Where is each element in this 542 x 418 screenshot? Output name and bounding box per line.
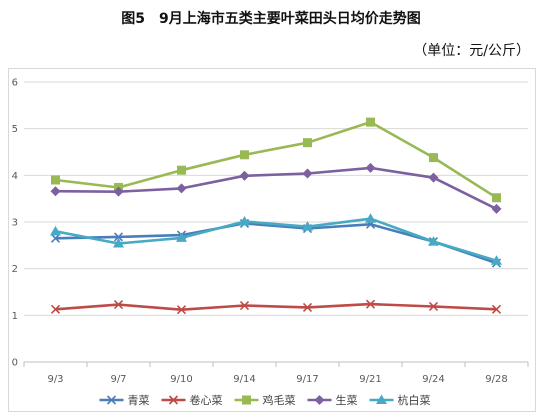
data-point <box>113 186 124 197</box>
legend-item: 卷心菜 <box>161 393 223 407</box>
x-tick-label: 9/24 <box>422 374 444 385</box>
legend-marker <box>168 395 179 405</box>
data-point <box>491 304 502 314</box>
data-point <box>176 183 187 194</box>
x-tick-label: 9/7 <box>110 374 126 385</box>
data-point <box>113 237 124 248</box>
x-tick-label: 9/3 <box>47 374 63 385</box>
legend-item: 青菜 <box>99 394 150 407</box>
data-point <box>303 138 312 148</box>
data-point <box>113 300 124 310</box>
marker-stroke <box>50 233 61 243</box>
marker-stroke <box>428 301 439 312</box>
series-4 <box>50 162 502 214</box>
legend-label: 鸡毛菜 <box>263 393 296 407</box>
unit-label: （单位：元/公斤） <box>413 43 530 59</box>
x-tick-label: 9/17 <box>296 374 318 385</box>
marker-stroke <box>168 395 179 405</box>
y-axis: 0 1 2 3 4 5 6 <box>12 78 18 369</box>
y-tick-label: 1 <box>12 311 18 322</box>
series-line <box>55 120 498 199</box>
chart-title: 图5 9月上海市五类主要叶菜田头日均价走势图 <box>121 11 421 27</box>
x-tick-label: 9/21 <box>359 374 381 385</box>
data-point <box>491 255 502 265</box>
x-tick-label: 9/14 <box>233 374 255 385</box>
data-point <box>177 165 186 175</box>
x-tick-label: 9/10 <box>170 374 192 385</box>
data-point <box>240 150 249 160</box>
data-point <box>428 172 439 183</box>
x-tick-label: 9/28 <box>485 374 507 385</box>
data-point <box>50 225 61 236</box>
data-point <box>491 203 502 214</box>
marker-stroke <box>239 300 250 311</box>
legend-marker <box>242 395 251 405</box>
legend: 青菜 卷心菜 鸡毛菜 生菜 杭白菜 <box>99 393 431 407</box>
data-point <box>428 236 439 246</box>
data-point <box>492 193 501 203</box>
data-point <box>365 213 376 223</box>
gridlines <box>24 81 528 363</box>
chart-frame <box>8 68 536 412</box>
series-group <box>50 117 502 315</box>
legend-label: 生菜 <box>336 393 358 407</box>
data-point <box>365 162 376 173</box>
legend-item: 生菜 <box>307 393 358 407</box>
legend-marker <box>314 395 325 405</box>
data-point <box>51 175 60 185</box>
data-point <box>302 221 313 231</box>
legend-marker <box>106 395 117 405</box>
data-point <box>50 304 61 314</box>
legend-marker <box>376 394 387 404</box>
marker-stroke <box>106 395 117 405</box>
legend-item: 鸡毛菜 <box>234 393 296 407</box>
series-2 <box>50 299 502 315</box>
marker-stroke <box>302 302 313 312</box>
data-point <box>428 301 439 312</box>
series-line <box>55 217 497 262</box>
y-tick-label: 5 <box>12 124 18 135</box>
marker-stroke <box>113 232 124 242</box>
data-point <box>176 232 187 242</box>
data-point <box>113 232 124 242</box>
marker-stroke <box>491 304 502 314</box>
data-point <box>429 153 438 163</box>
legend-label: 卷心菜 <box>190 393 223 407</box>
data-point <box>239 170 250 181</box>
y-tick-label: 4 <box>12 171 18 182</box>
data-point <box>239 300 250 311</box>
x-axis: 9/3 9/7 9/10 9/14 9/17 9/21 9/24 9/28 <box>23 362 529 385</box>
series-5 <box>50 213 502 265</box>
y-tick-label: 6 <box>12 78 18 89</box>
data-point <box>50 186 61 197</box>
legend-label: 青菜 <box>128 394 150 407</box>
data-point <box>366 117 375 127</box>
data-point <box>302 168 313 179</box>
series-line <box>55 166 498 211</box>
marker-stroke <box>50 304 61 314</box>
series-line <box>55 302 497 312</box>
data-point <box>50 233 61 243</box>
marker-stroke <box>365 299 376 309</box>
y-tick-label: 2 <box>12 264 18 275</box>
data-point <box>365 299 376 309</box>
legend-label: 杭白菜 <box>398 393 431 407</box>
legend-item: 杭白菜 <box>369 393 431 407</box>
data-point <box>176 305 187 315</box>
y-tick-label: 0 <box>12 358 18 369</box>
marker-stroke <box>113 300 124 310</box>
data-point <box>302 302 313 312</box>
marker-stroke <box>176 305 187 315</box>
y-tick-label: 3 <box>12 218 18 229</box>
data-point <box>239 216 250 226</box>
